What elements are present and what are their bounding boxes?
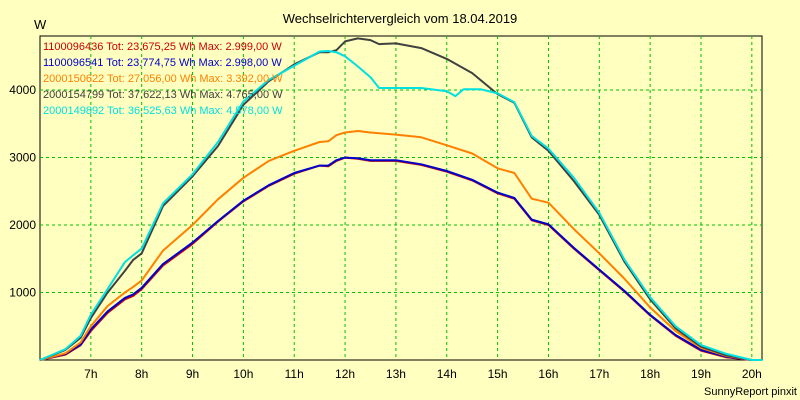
x-tick-label: 7h bbox=[84, 367, 97, 381]
legend-entry-4: 2000154799 Tot: 37.622,13 Wh Max: 4.765,… bbox=[43, 89, 283, 101]
series-line-5 bbox=[39, 50, 762, 361]
footer-credit: SunnyReport pinxit bbox=[704, 386, 797, 398]
y-tick-label: 4000 bbox=[9, 83, 36, 97]
x-tick-label: 15h bbox=[488, 367, 508, 381]
series-group bbox=[39, 37, 762, 361]
y-tick-label: 3000 bbox=[9, 151, 36, 165]
x-tick-label: 9h bbox=[186, 367, 199, 381]
x-tick-label: 17h bbox=[589, 367, 609, 381]
grid bbox=[40, 36, 762, 360]
x-tick-label: 18h bbox=[640, 367, 660, 381]
legend-entry-2: 1100096541 Tot: 23.774,75 Wh Max: 2.998,… bbox=[43, 57, 282, 69]
legend-entry-5: 2000149892 Tot: 36.525,63 Wh Max: 4.578,… bbox=[43, 105, 283, 117]
legend-entry-1: 1100096436 Tot: 23.675,25 Wh Max: 2.999,… bbox=[43, 41, 282, 53]
x-tick-label: 8h bbox=[135, 367, 148, 381]
y-axis-ticks: 1000 2000 3000 4000 bbox=[9, 83, 36, 300]
x-tick-label: 20h bbox=[742, 367, 762, 381]
x-tick-label: 13h bbox=[386, 367, 406, 381]
series-line-3 bbox=[39, 130, 762, 361]
x-tick-label: 19h bbox=[691, 367, 711, 381]
y-tick-label: 2000 bbox=[9, 218, 36, 232]
x-tick-label: 10h bbox=[233, 367, 253, 381]
x-tick-label: 12h bbox=[335, 367, 355, 381]
legend-entry-3: 2000150622 Tot: 27.056,00 Wh Max: 3.392,… bbox=[43, 73, 283, 85]
x-tick-label: 14h bbox=[437, 367, 457, 381]
x-axis-ticks: 7h 8h 9h 10h 11h 12h 13h 14h 15h 16h 17h 18h 19h 20h bbox=[84, 367, 762, 381]
x-tick-label: 11h bbox=[285, 367, 304, 381]
y-tick-label: 1000 bbox=[9, 286, 36, 300]
x-tick-label: 16h bbox=[538, 367, 558, 381]
series-line-2 bbox=[39, 156, 762, 361]
chart-title: Wechselrichtervergleich vom 18.04.2019 bbox=[283, 11, 518, 26]
y-axis-label: W bbox=[34, 17, 47, 32]
legend: 1100096436 Tot: 23.675,25 Wh Max: 2.999,… bbox=[43, 41, 283, 117]
